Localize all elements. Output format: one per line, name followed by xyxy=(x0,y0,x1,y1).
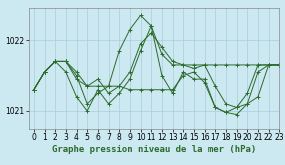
X-axis label: Graphe pression niveau de la mer (hPa): Graphe pression niveau de la mer (hPa) xyxy=(52,145,256,154)
